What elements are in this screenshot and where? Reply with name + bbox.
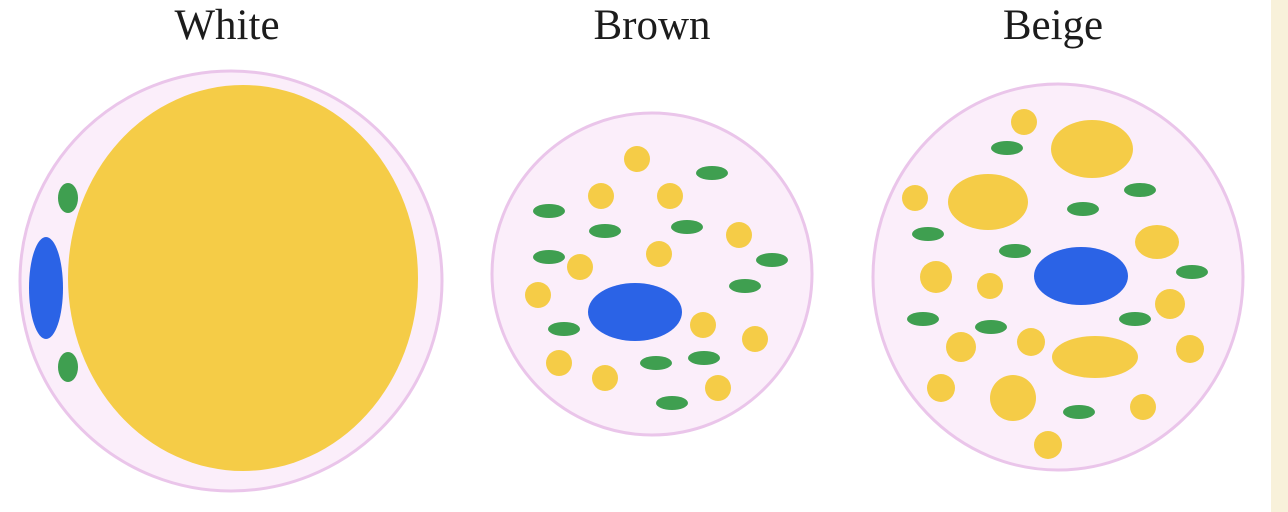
brown-cell-nucleus bbox=[588, 283, 682, 341]
lipid-droplet bbox=[624, 146, 650, 172]
lipid-droplet bbox=[726, 222, 752, 248]
mitochondrion bbox=[548, 322, 580, 336]
mitochondrion bbox=[907, 312, 939, 326]
mitochondrion bbox=[991, 141, 1023, 155]
lipid-droplet bbox=[920, 261, 952, 293]
lipid-droplet bbox=[68, 85, 418, 471]
lipid-droplet bbox=[977, 273, 1003, 299]
white-cell-nucleus bbox=[29, 237, 63, 339]
label-white-adipocyte: White bbox=[174, 2, 280, 49]
lipid-droplet bbox=[592, 365, 618, 391]
mitochondrion bbox=[589, 224, 621, 238]
lipid-droplet bbox=[546, 350, 572, 376]
mitochondrion bbox=[533, 250, 565, 264]
mitochondrion bbox=[640, 356, 672, 370]
mitochondrion bbox=[729, 279, 761, 293]
lipid-droplet bbox=[1176, 335, 1204, 363]
mitochondrion bbox=[975, 320, 1007, 334]
mitochondrion bbox=[688, 351, 720, 365]
beige-adipocyte-cell bbox=[871, 82, 1245, 472]
lipid-droplet bbox=[902, 185, 928, 211]
mitochondrion bbox=[671, 220, 703, 234]
mitochondrion bbox=[58, 183, 78, 213]
lipid-droplet bbox=[705, 375, 731, 401]
mitochondrion bbox=[1119, 312, 1151, 326]
lipid-droplet bbox=[1051, 120, 1133, 178]
mitochondrion bbox=[533, 204, 565, 218]
lipid-droplet bbox=[1017, 328, 1045, 356]
mitochondrion bbox=[1067, 202, 1099, 216]
mitochondrion bbox=[912, 227, 944, 241]
lipid-droplet bbox=[990, 375, 1036, 421]
lipid-droplet bbox=[525, 282, 551, 308]
label-brown-adipocyte: Brown bbox=[593, 2, 711, 49]
mitochondrion bbox=[1124, 183, 1156, 197]
lipid-droplet bbox=[946, 332, 976, 362]
white-adipocyte-cell bbox=[18, 69, 444, 493]
lipid-droplet bbox=[690, 312, 716, 338]
mitochondrion bbox=[999, 244, 1031, 258]
lipid-droplet bbox=[742, 326, 768, 352]
mitochondrion bbox=[1063, 405, 1095, 419]
label-beige-adipocyte: Beige bbox=[1002, 2, 1104, 49]
mitochondrion bbox=[756, 253, 788, 267]
mitochondrion bbox=[58, 352, 78, 382]
lipid-droplet bbox=[1052, 336, 1138, 378]
lipid-droplet bbox=[1011, 109, 1037, 135]
mitochondrion bbox=[1176, 265, 1208, 279]
lipid-droplet bbox=[588, 183, 614, 209]
mitochondrion bbox=[656, 396, 688, 410]
right-edge-strip bbox=[1271, 0, 1288, 512]
lipid-droplet bbox=[1135, 225, 1179, 259]
beige-cell-nucleus bbox=[1034, 247, 1128, 305]
mitochondrion bbox=[696, 166, 728, 180]
lipid-droplet bbox=[927, 374, 955, 402]
lipid-droplet bbox=[657, 183, 683, 209]
brown-adipocyte-cell bbox=[490, 111, 814, 437]
lipid-droplet bbox=[948, 174, 1028, 230]
brown-cell-membrane bbox=[490, 111, 814, 437]
lipid-droplet bbox=[567, 254, 593, 280]
lipid-droplet bbox=[646, 241, 672, 267]
lipid-droplet bbox=[1034, 431, 1062, 459]
lipid-droplet bbox=[1130, 394, 1156, 420]
lipid-droplet bbox=[1155, 289, 1185, 319]
